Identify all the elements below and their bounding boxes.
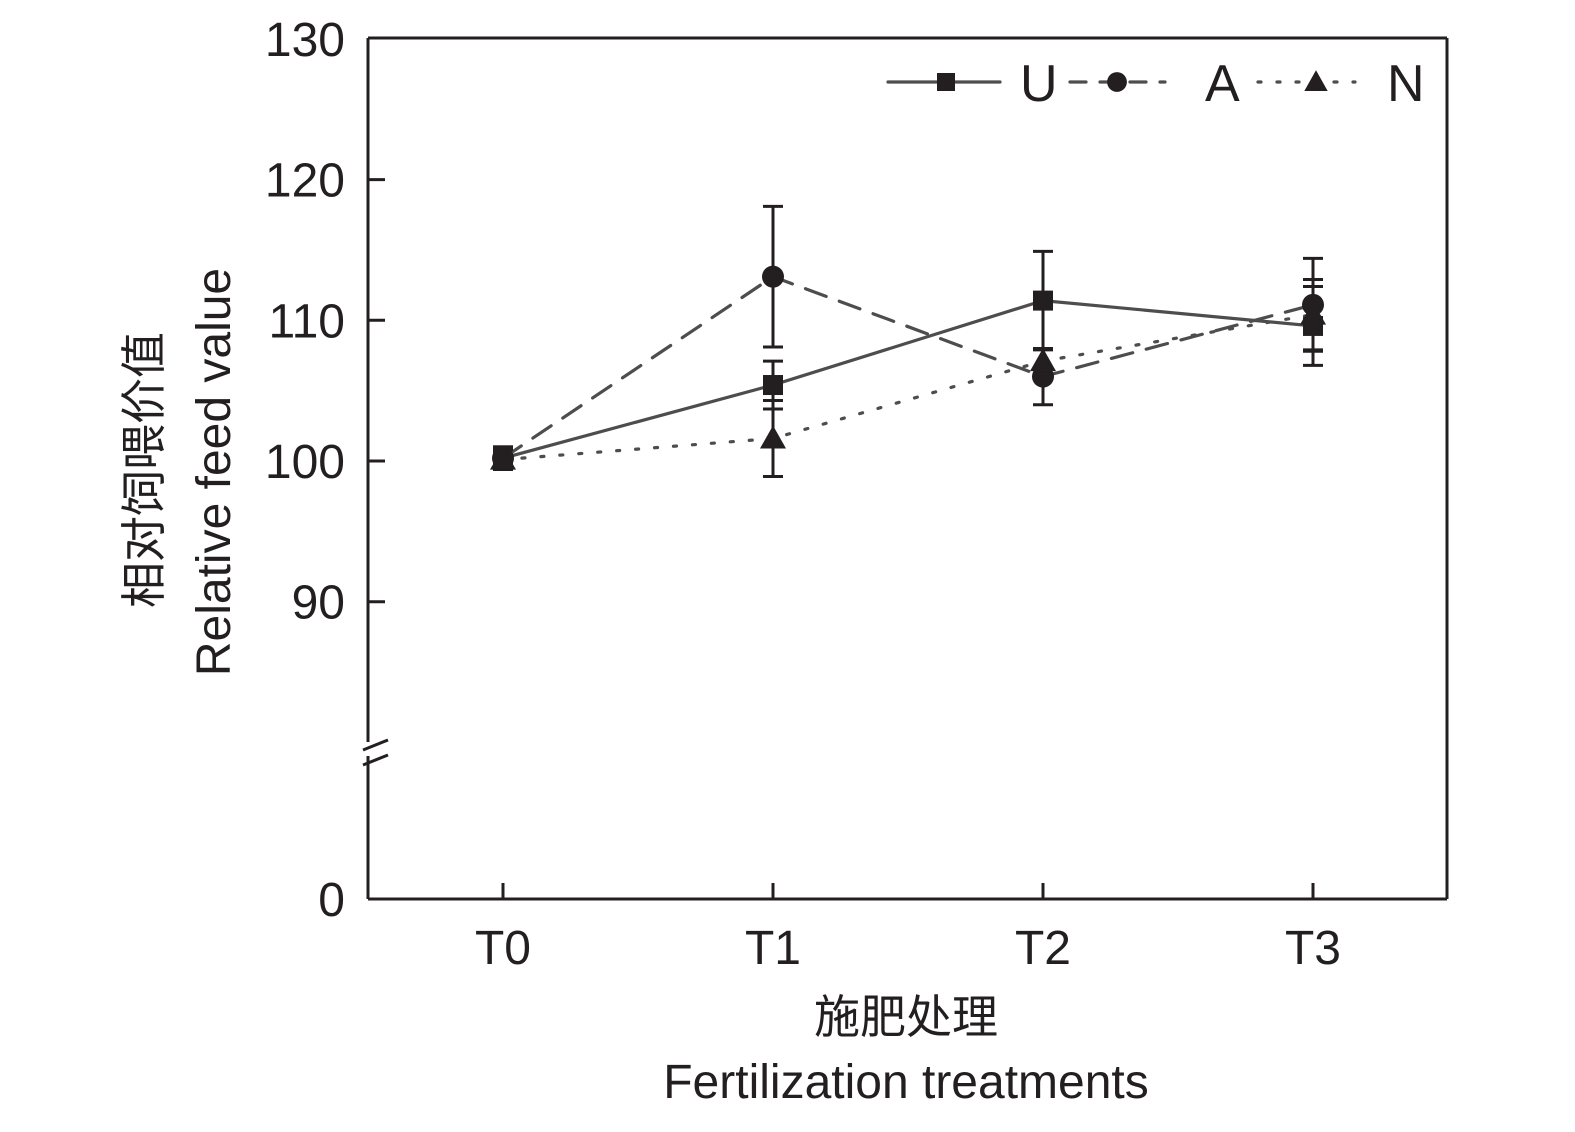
legend-item-U: U bbox=[886, 55, 1058, 113]
x-tick-label: T1 bbox=[745, 922, 801, 975]
axis-break-mark-1 bbox=[362, 738, 389, 752]
series-line-N bbox=[501, 313, 1315, 462]
legend-marker-A bbox=[1107, 72, 1127, 92]
series-line-A bbox=[501, 274, 1315, 460]
x-axis-title-cn: 施肥处理 bbox=[814, 990, 998, 1044]
series-layer bbox=[490, 204, 1326, 478]
x-axis: T0 T1 T2 T3 bbox=[475, 883, 1341, 975]
data-point-A bbox=[762, 265, 784, 288]
y-axis-title-en: Relative feed value bbox=[188, 268, 241, 676]
data-point-N bbox=[490, 446, 516, 470]
y-tick-label: 110 bbox=[268, 295, 345, 348]
legend-item-N: N bbox=[1256, 55, 1425, 113]
x-tick-label: T2 bbox=[1015, 922, 1071, 975]
y-tick-label: 120 bbox=[265, 155, 345, 208]
series-N bbox=[490, 277, 1326, 478]
axis-break-mark-2 bbox=[362, 753, 389, 767]
data-point-U bbox=[1033, 290, 1053, 311]
series-line-U bbox=[501, 298, 1315, 460]
legend-item-A: A bbox=[1068, 55, 1240, 113]
data-point-N bbox=[1030, 348, 1056, 372]
legend-label-U: U bbox=[1020, 55, 1058, 113]
legend-marker-U bbox=[937, 73, 955, 91]
series-U bbox=[493, 249, 1323, 471]
data-point-N bbox=[760, 425, 786, 449]
y-axis-title-cn: 相对饲喂价值 bbox=[117, 332, 171, 608]
data-point-N bbox=[1300, 301, 1326, 325]
x-axis-title-en: Fertilization treatments bbox=[663, 1056, 1149, 1109]
series-A bbox=[492, 204, 1324, 471]
y-axis: 0 90 100 110 120 130 bbox=[265, 14, 385, 927]
legend-marker-N bbox=[1304, 70, 1328, 91]
y-tick-label: 130 bbox=[265, 14, 345, 67]
x-tick-label: T3 bbox=[1285, 922, 1341, 975]
y-tick-label: 0 bbox=[318, 874, 345, 927]
legend-label-A: A bbox=[1205, 55, 1240, 113]
x-tick-label: T0 bbox=[475, 922, 531, 975]
data-point-U bbox=[763, 375, 783, 396]
y-tick-label: 90 bbox=[292, 577, 345, 630]
plot-frame bbox=[362, 36, 1449, 901]
y-tick-label: 100 bbox=[265, 436, 345, 489]
legend-label-N: N bbox=[1387, 55, 1425, 113]
